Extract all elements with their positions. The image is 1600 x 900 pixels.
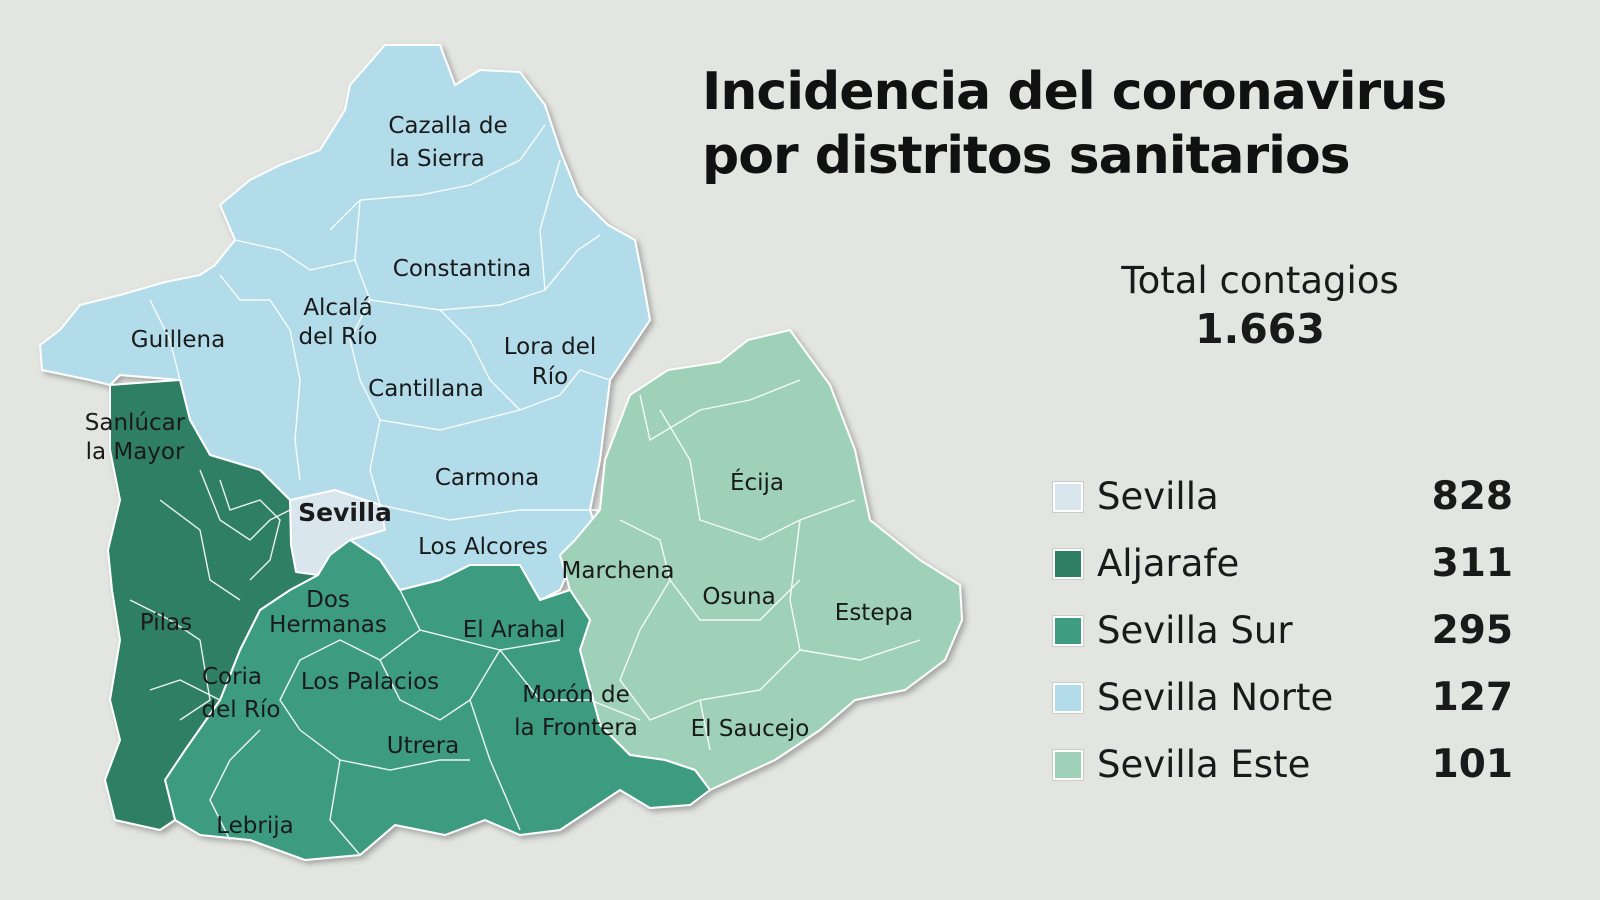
label-moron-2: la Frontera: [514, 715, 638, 741]
region-aljarafe[interactable]: [104, 379, 319, 831]
municipal-boundaries: [129, 124, 921, 856]
label-lebrija: Lebrija: [216, 813, 294, 839]
label-marchena: Marchena: [562, 558, 675, 584]
legend-swatch: [1053, 548, 1083, 579]
label-alcala-1: Alcalá: [303, 295, 372, 321]
title-line-2: por distritos sanitarios: [702, 126, 1351, 186]
label-cazalla-2: la Sierra: [389, 146, 485, 172]
legend: Sevilla 828 Aljarafe 311 Sevilla Sur 295…: [1053, 463, 1513, 798]
label-cantillana: Cantillana: [368, 376, 484, 402]
legend-label: Sevilla Este: [1097, 743, 1311, 786]
label-los-alcores: Los Alcores: [418, 534, 548, 560]
legend-swatch: [1053, 682, 1083, 713]
legend-value: 295: [1431, 608, 1513, 653]
label-carmona: Carmona: [435, 465, 539, 491]
label-el-saucejo: El Saucejo: [691, 716, 810, 742]
label-osuna: Osuna: [702, 584, 775, 610]
legend-value: 311: [1431, 541, 1513, 586]
legend-label: Sevilla Norte: [1097, 676, 1334, 719]
title-line-1: Incidencia del coronavirus: [702, 62, 1447, 122]
legend-item-sevilla: Sevilla 828: [1053, 463, 1513, 530]
legend-swatch: [1053, 481, 1083, 512]
label-cazalla-1: Cazalla de: [388, 113, 507, 139]
label-lora-2: Río: [532, 364, 568, 390]
legend-label: Sevilla Sur: [1097, 609, 1293, 652]
label-ecija: Écija: [730, 468, 784, 496]
legend-label: Aljarafe: [1097, 542, 1240, 585]
label-sevilla: Sevilla: [298, 498, 392, 527]
label-guillena: Guillena: [131, 327, 225, 353]
label-el-arahal: El Arahal: [463, 617, 566, 643]
region-sevilla-este[interactable]: [559, 329, 963, 791]
total-cases-value: 1.663: [1195, 305, 1325, 353]
legend-swatch: [1053, 615, 1083, 646]
legend-item-sevilla-norte: Sevilla Norte 127: [1053, 664, 1513, 731]
sevilla-province-map: Cazalla de la Sierra Constantina Guillen…: [39, 44, 963, 861]
label-coria-1: Coria: [202, 664, 262, 690]
legend-item-aljarafe: Aljarafe 311: [1053, 530, 1513, 597]
label-dos-hermanas-2: Hermanas: [269, 612, 387, 638]
legend-swatch: [1053, 749, 1083, 780]
legend-label: Sevilla: [1097, 475, 1219, 518]
label-pilas: Pilas: [140, 610, 192, 636]
label-dos-hermanas-1: Dos: [306, 587, 350, 613]
map-labels: Cazalla de la Sierra Constantina Guillen…: [85, 113, 913, 839]
legend-value: 127: [1431, 675, 1513, 720]
total-cases-label: Total contagios: [1121, 259, 1399, 302]
label-constantina: Constantina: [393, 256, 531, 282]
legend-item-sevilla-este: Sevilla Este 101: [1053, 731, 1513, 798]
legend-value: 101: [1431, 742, 1513, 787]
label-los-palacios: Los Palacios: [301, 669, 439, 695]
label-lora-1: Lora del: [504, 334, 596, 360]
label-alcala-2: del Río: [299, 324, 378, 350]
label-coria-2: del Río: [202, 697, 281, 723]
total-cases: Total contagios 1.663: [1060, 258, 1460, 354]
label-sanlucar-2: la Mayor: [86, 439, 185, 465]
label-estepa: Estepa: [835, 600, 913, 626]
label-utrera: Utrera: [387, 733, 460, 759]
legend-item-sevilla-sur: Sevilla Sur 295: [1053, 597, 1513, 664]
legend-value: 828: [1431, 474, 1513, 519]
label-moron-1: Morón de: [522, 682, 630, 708]
label-sanlucar-1: Sanlúcar: [85, 410, 186, 436]
page-title: Incidencia del coronavirus por distritos…: [702, 60, 1447, 188]
